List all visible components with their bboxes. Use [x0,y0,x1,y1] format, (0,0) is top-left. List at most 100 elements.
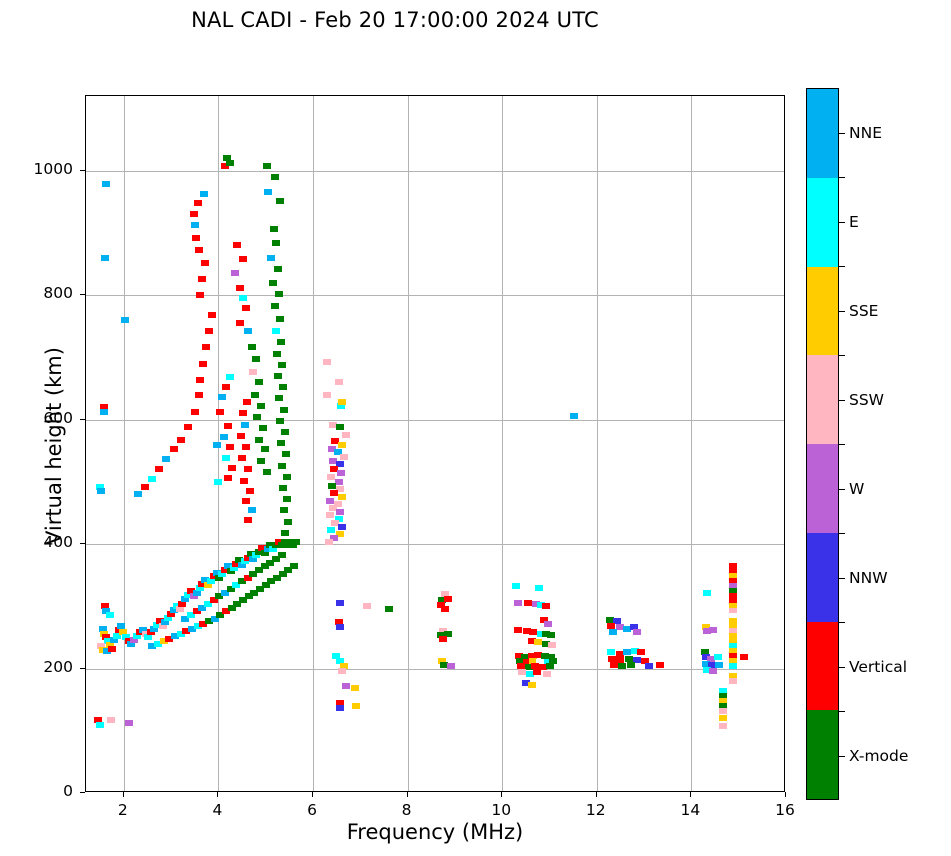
echo-point [255,436,264,443]
x-axis-tick [217,792,219,797]
echo-point [271,173,280,180]
echo-point [525,670,534,677]
echo-point [541,603,550,610]
echo-point [336,461,345,468]
echo-point [225,443,234,450]
y-axis-tick [80,169,85,171]
echo-point [326,497,335,504]
echo-point [110,636,119,643]
echo-point [138,626,147,633]
echo-point [255,379,264,386]
echo-point [541,640,550,647]
echo-point [335,531,344,538]
echo-point [232,560,241,567]
echo-point [539,616,548,623]
echo-point [107,645,116,652]
echo-point [520,654,529,661]
echo-point [342,682,351,689]
echo-point [220,434,229,441]
echo-point [105,612,114,619]
echo-point [437,658,446,665]
echo-point [331,653,340,660]
echo-point [113,633,122,640]
colorbar-band-sse[interactable] [807,266,838,356]
echo-point [338,523,347,530]
echo-point [223,422,232,429]
colorbar-band-ssw[interactable] [807,355,838,444]
gridline-vertical [407,96,409,791]
echo-point [277,361,286,368]
y-axis-tick [80,418,85,420]
echo-point [257,402,265,409]
echo-point [328,457,337,464]
echo-point [238,578,247,585]
colorbar-band-w[interactable] [807,444,838,533]
echo-point [280,529,289,536]
y-axis-tick [80,543,85,545]
echo-point [340,663,349,670]
colorbar-label-nne: NNE [849,123,882,142]
echo-point [256,585,265,592]
echo-point [206,578,215,585]
colorbar-boundary-tick [839,711,845,712]
echo-point [133,633,142,640]
echo-point [729,608,738,615]
echo-point [656,661,665,668]
colorbar-band-nnw[interactable] [807,532,838,622]
echo-point [607,623,615,630]
echo-point [536,659,545,666]
colorbar-label-e: E [849,212,859,231]
echo-point [167,610,176,617]
echo-point [106,716,115,723]
x-axis-tick [312,792,314,797]
echo-point [516,658,525,665]
azimuth-colorbar[interactable] [806,88,839,800]
echo-point [245,487,254,494]
echo-point [148,476,157,483]
echo-point [729,663,738,670]
colorbar-band-nne[interactable] [807,89,838,178]
x-axis-tick-label: 12 [585,801,606,819]
echo-point [708,661,717,668]
echo-point [183,424,192,431]
echo-point [189,593,198,600]
echo-point [282,473,291,480]
echo-point [253,414,262,421]
x-axis-tick [406,792,408,797]
echo-point [243,554,252,561]
echo-point [547,631,556,638]
y-axis-tick [80,667,85,669]
echo-point [266,542,275,549]
echo-point [335,700,344,707]
colorbar-tick [839,488,845,490]
colorbar-band-x-mode[interactable] [807,710,838,799]
echo-point [99,630,108,637]
echo-point [328,421,337,428]
echo-point [729,588,738,595]
echo-point [637,649,646,656]
echo-point [96,483,105,490]
echo-point [335,624,344,631]
echo-point [250,589,259,596]
echo-point [120,317,129,324]
echo-point [176,630,185,637]
gridline-horizontal [86,544,784,546]
x-axis-tick [595,792,597,797]
echo-point [204,618,213,625]
echo-point [615,650,624,657]
colorbar-boundary-tick [839,266,845,267]
colorbar-band-e[interactable] [807,177,838,267]
echo-point [277,542,286,549]
echo-point [165,635,174,642]
echo-point [189,211,198,218]
colorbar-band-vertical[interactable] [807,621,838,711]
echo-point [740,654,749,661]
echo-point [280,538,289,545]
echo-point [338,399,347,406]
echo-point [198,580,207,587]
echo-point [239,410,248,417]
echo-point [196,376,205,383]
echo-point [729,628,738,635]
echo-point [336,705,345,712]
